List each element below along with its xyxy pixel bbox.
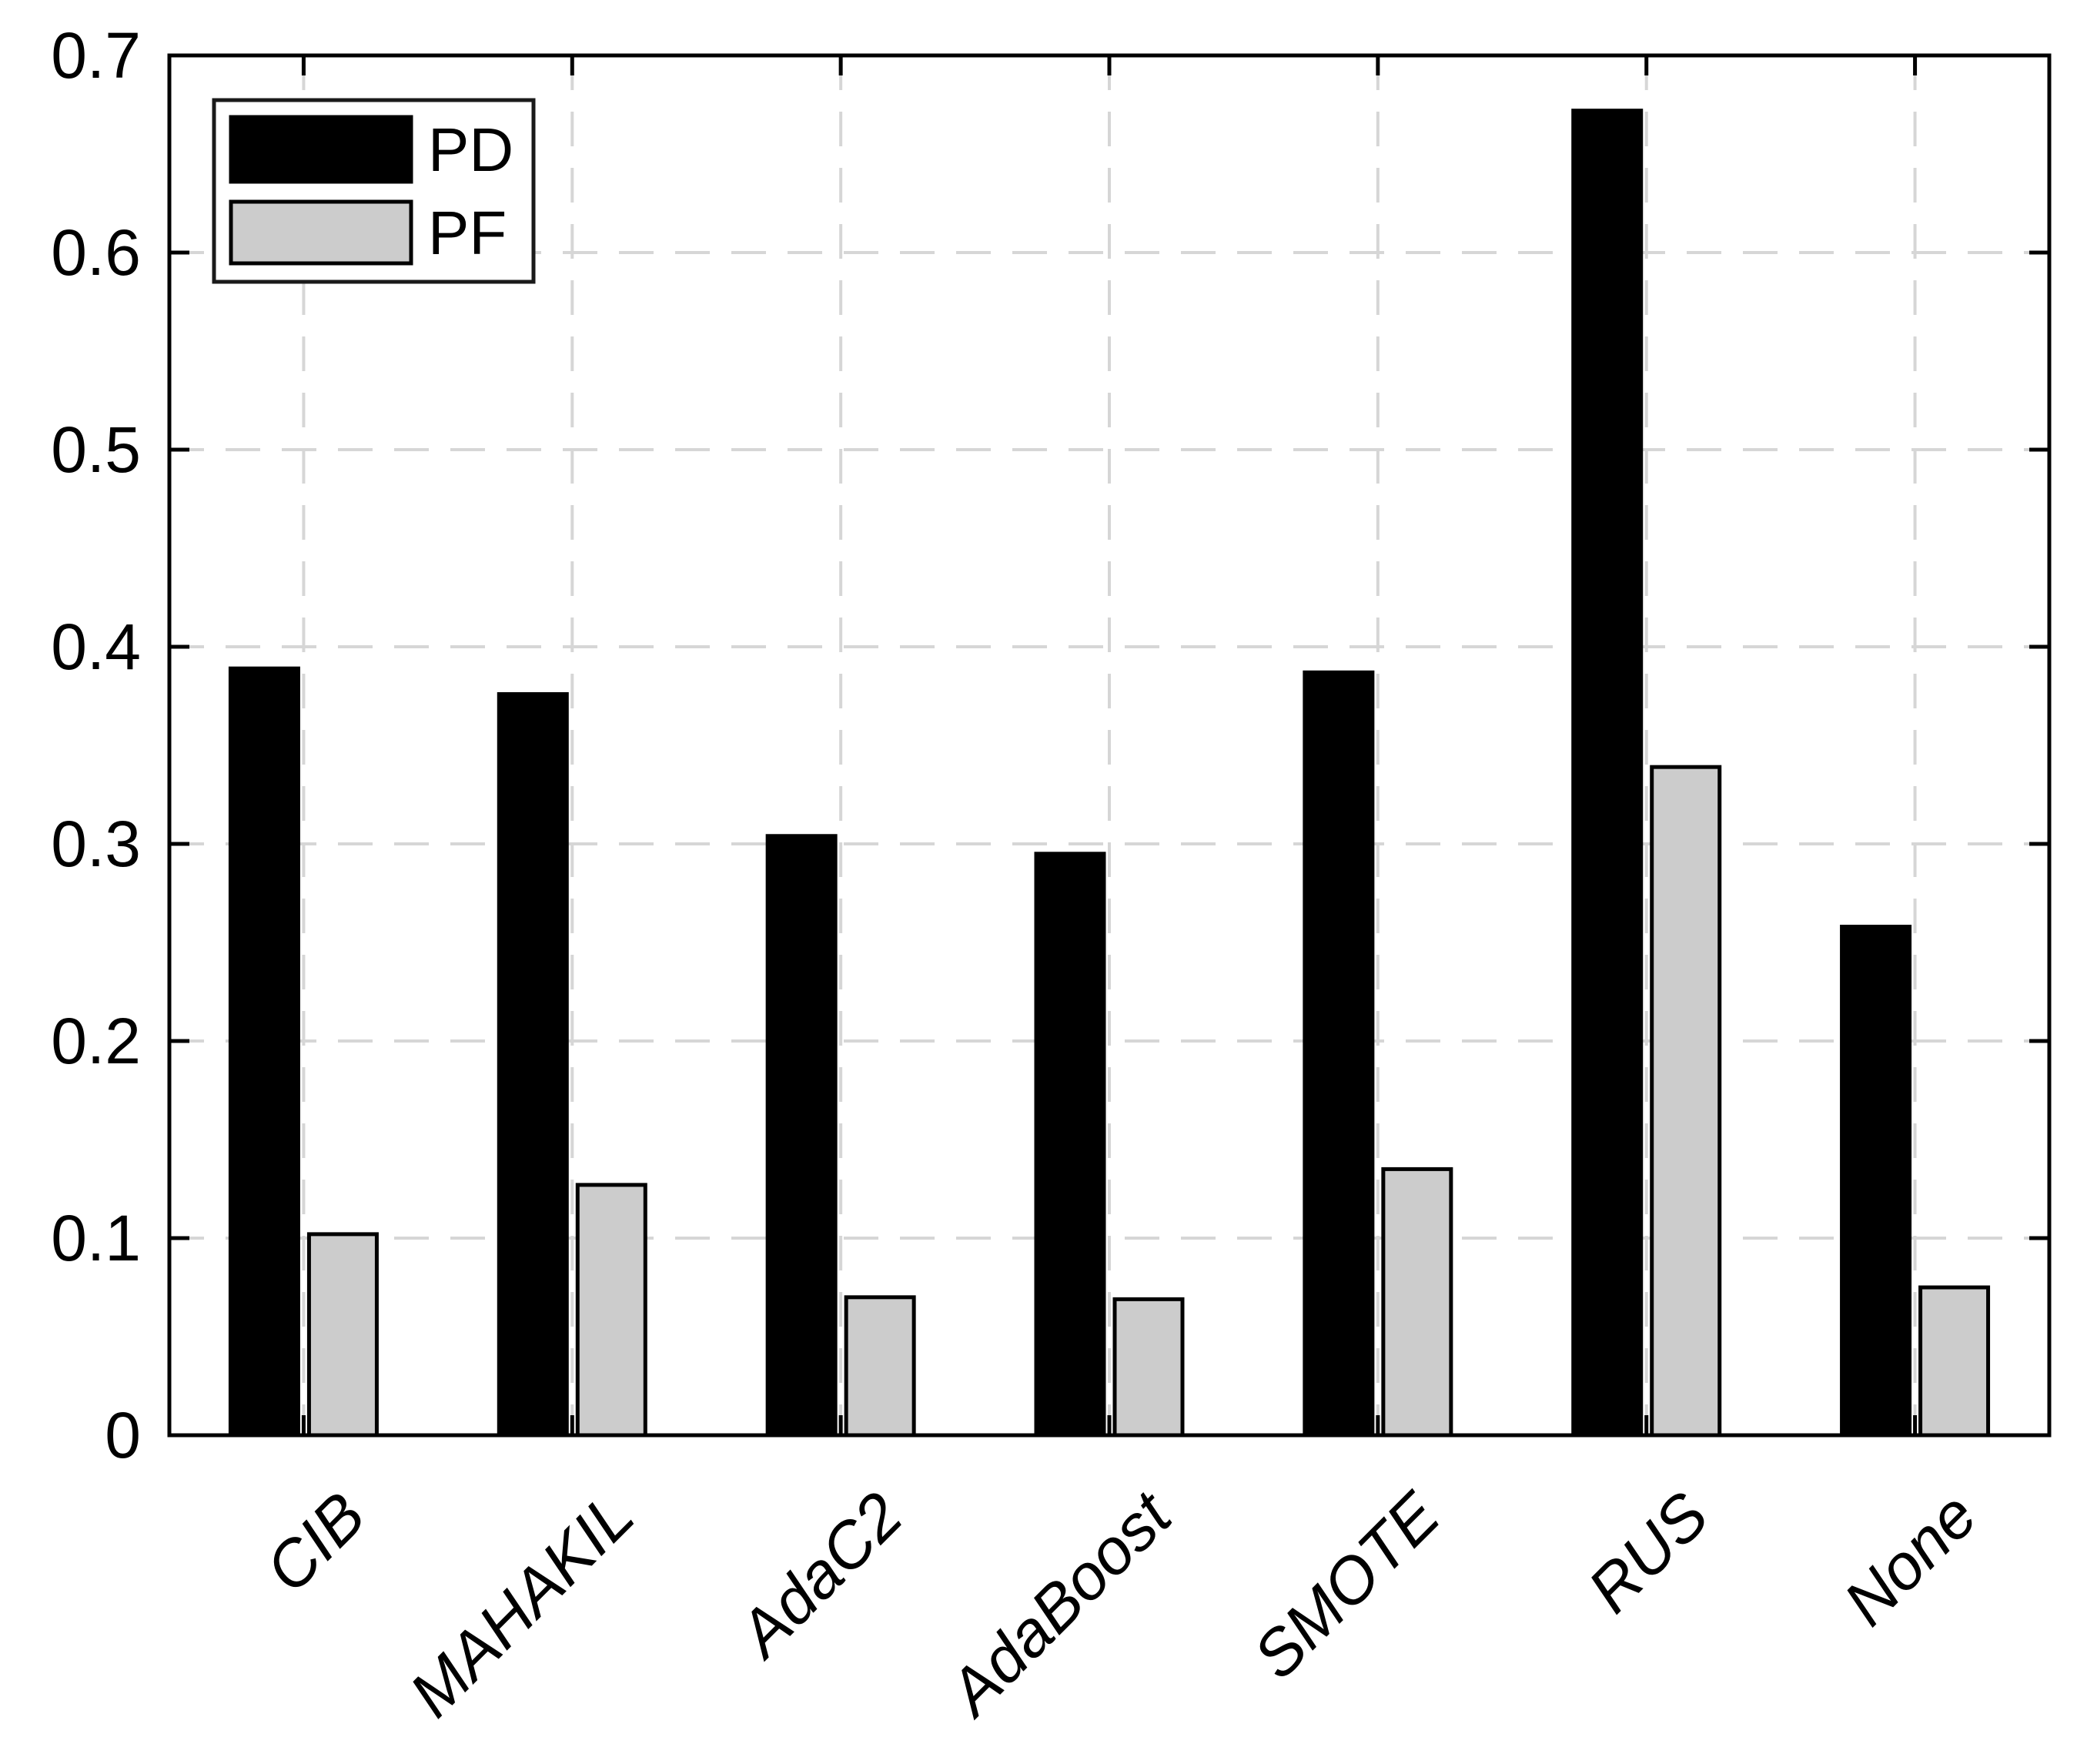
- y-tick-labels: 0 0.1 0.2 0.3 0.4 0.5 0.6 0.7: [51, 19, 141, 1471]
- legend-label-pd: PD: [428, 115, 513, 184]
- bar-pd-smote: [1303, 670, 1375, 1438]
- legend: PD PF: [212, 98, 536, 284]
- bar-pf-smote: [1381, 1167, 1453, 1438]
- bar-pd-mahakil: [497, 691, 569, 1438]
- y-tick-label-0.2: 0.2: [51, 1005, 141, 1077]
- y-tick-label-0.6: 0.6: [51, 216, 141, 289]
- bar-pd-adac2: [765, 834, 838, 1438]
- bar-pd-none: [1840, 925, 1912, 1438]
- y-tick-label-0.3: 0.3: [51, 808, 141, 880]
- legend-swatch-pd: [229, 115, 413, 184]
- tick-marks-layer: [169, 55, 2049, 1435]
- grid-layer: [169, 55, 2049, 1435]
- bar-pf-adaboost: [1112, 1297, 1185, 1438]
- bar-pd-adaboost: [1034, 852, 1106, 1438]
- bar-pd-rus: [1571, 109, 1644, 1438]
- y-tick-label-0.7: 0.7: [51, 19, 141, 92]
- bar-pd-cib: [228, 666, 300, 1438]
- y-tick-label-0.5: 0.5: [51, 413, 141, 486]
- legend-swatch-pf: [229, 199, 413, 266]
- y-tick-label-0.4: 0.4: [51, 611, 141, 683]
- bar-pf-none: [1918, 1285, 1991, 1438]
- legend-label-pf: PF: [428, 199, 507, 267]
- y-tick-label-0: 0: [105, 1399, 141, 1471]
- y-tick-label-0.1: 0.1: [51, 1202, 141, 1274]
- bar-pf-cib: [306, 1232, 379, 1438]
- bar-pf-adac2: [844, 1295, 916, 1438]
- bar-pf-mahakil: [575, 1183, 647, 1438]
- bar-pf-rus: [1650, 765, 1722, 1438]
